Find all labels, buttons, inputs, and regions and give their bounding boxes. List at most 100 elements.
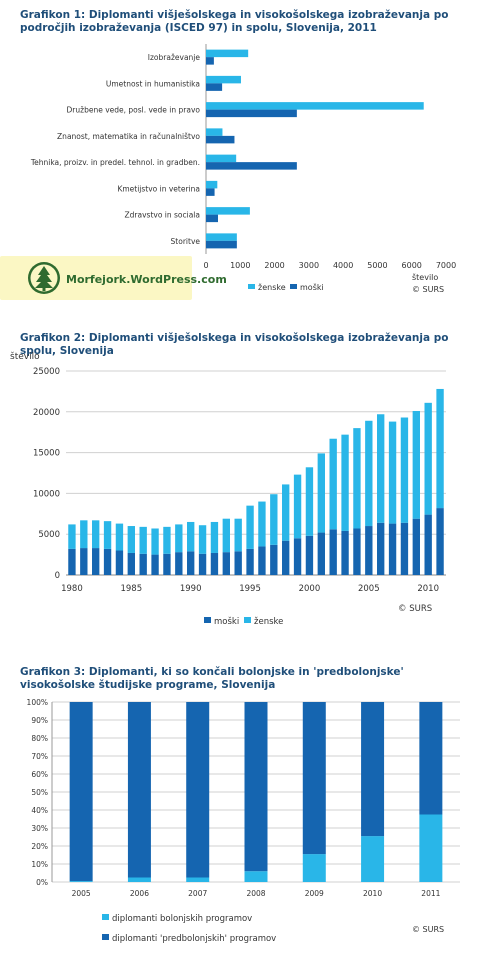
chart2-y-tick-label: 20000	[33, 408, 60, 418]
chart2-bar-moski	[115, 550, 124, 575]
chart2-y-tick-label: 0	[55, 571, 60, 581]
chart2-bar-zenske	[317, 453, 325, 533]
chart3-x-tick-label: 2009	[305, 889, 324, 898]
chart2-bar-moski	[424, 514, 432, 575]
chart2-bar-moski	[198, 553, 207, 575]
chart3-y-tick-label: 90%	[31, 716, 48, 725]
chart1-bar-moski	[206, 57, 214, 65]
chart1-bar-zenske	[206, 233, 237, 241]
chart2-bar-moski	[210, 552, 219, 575]
chart2-bar-moski	[305, 535, 314, 575]
chart1-bar-moski	[206, 135, 235, 144]
chart3-y-tick-label: 50%	[31, 788, 48, 797]
chart3-bar-bolonjski	[127, 877, 151, 882]
chart1-bar-moski	[206, 188, 215, 196]
chart3-bar-predbolonjski	[186, 702, 210, 878]
chart2-bar-moski	[222, 552, 230, 575]
chart2-bar-zenske	[365, 420, 373, 527]
chart2-bar-moski	[329, 529, 337, 575]
chart2-bar-zenske	[187, 521, 195, 552]
chart3-bar-predbolonjski	[127, 702, 151, 878]
chart2-bar-zenske	[436, 388, 444, 509]
chart3-x-tick-label: 2007	[188, 889, 207, 898]
chart2-bar-zenske	[163, 526, 171, 554]
chart2-bar-moski	[353, 528, 361, 575]
chart1-category-label: Zdravstvo in sociala	[125, 211, 200, 220]
chart2-bar-moski	[234, 551, 242, 575]
chart2-legend-swatch-moski	[204, 617, 211, 623]
chart1-bar-moski	[206, 240, 237, 249]
chart1-x-tick-label: 2000	[264, 261, 284, 270]
chart1-bar-moski	[206, 109, 297, 118]
chart2-bar-zenske	[282, 484, 290, 541]
chart1-x-tick-label: 5000	[367, 261, 387, 270]
chart2-legend-label-moski: moški	[214, 616, 239, 627]
chart2-bar-zenske	[388, 421, 397, 524]
chart3-legend-swatch-bolonjski	[102, 914, 109, 920]
chart3-y-tick-label: 100%	[27, 698, 48, 707]
chart1-bar-moski	[206, 83, 223, 91]
chart2-y-tick-label: 10000	[33, 489, 60, 499]
chart2-x-tick-label: 2010	[417, 584, 439, 594]
chart3-source: © SURS	[412, 925, 444, 934]
chart3-bar-predbolonjski	[302, 702, 326, 855]
chart2-bar-moski	[282, 540, 290, 575]
chart1-x-tick-label: 0	[203, 261, 208, 270]
chart1-category-label: Izobraževanje	[148, 53, 201, 62]
chart2-x-tick-label: 1995	[239, 584, 261, 594]
chart3-svg: 0% 10% 20% 30% 40% 50% 60% 70% 80% 90% 100% 2005 200…	[27, 698, 460, 944]
chart2-bar-zenske	[270, 494, 278, 545]
chart3-bar-predbolonjski	[69, 702, 93, 882]
chart3-x-tick-label: 2011	[421, 889, 440, 898]
chart1-title: Grafikon 1: Diplomanti višješolskega in …	[20, 9, 449, 34]
chart1-legend-swatch-zenske	[248, 284, 255, 289]
chart3-y-tick-label: 10%	[31, 860, 48, 869]
chart2-bar-zenske	[151, 528, 159, 555]
chart2-bar-zenske	[305, 467, 314, 536]
chart2-svg: število 0 5000 10000 15000 20000 25000 1980 1985…	[10, 351, 446, 627]
chart1-category-label: Umetnost in humanistika	[106, 79, 200, 88]
chart3-y-tick-label: 30%	[31, 824, 48, 833]
chart3-bar-bolonjski	[186, 877, 210, 882]
chart2-legend-swatch-zenske	[244, 617, 251, 623]
chart2-bar-moski	[270, 544, 278, 575]
chart2-bar-zenske	[175, 524, 183, 553]
chart1-x-tick-label: 1000	[230, 261, 250, 270]
chart2-bar-zenske	[222, 518, 230, 553]
chart3-y-tick-label: 20%	[31, 842, 48, 851]
chart1-bar-zenske	[206, 154, 237, 163]
chart2-bar-moski	[377, 522, 385, 575]
chart2-bar-zenske	[68, 524, 76, 549]
chart2-bar-zenske	[329, 438, 337, 530]
chart1-category-label: Znanost, matematika in računalništvo	[57, 132, 200, 141]
chart2-y-axis-label: število	[10, 351, 40, 362]
chart2-bar-zenske	[424, 402, 432, 515]
chart2-bar-zenske	[341, 434, 349, 531]
chart2-x-tick-label: 1990	[180, 584, 202, 594]
chart3-y-tick-label: 40%	[31, 806, 48, 815]
chart2-source: © SURS	[398, 604, 432, 614]
chart1-bar-zenske	[206, 207, 250, 215]
logo-text: Morfejork.WordPress.com	[66, 273, 227, 286]
chart2-bar-zenske	[412, 410, 420, 519]
chart2-bar-zenske	[377, 414, 385, 523]
chart3-bar-bolonjski	[244, 871, 268, 882]
chart1-bar-moski	[206, 214, 218, 223]
chart1-x-tick-label: 3000	[299, 261, 319, 270]
chart2-bar-moski	[388, 523, 397, 575]
chart2-x-tick-label: 1985	[120, 584, 142, 594]
chart2-bar-zenske	[80, 520, 88, 549]
chart2-bar-zenske	[92, 520, 100, 549]
chart2-bar-moski	[246, 548, 254, 575]
chart2-bar-moski	[68, 548, 76, 575]
chart2-legend-label-zenske: ženske	[254, 617, 283, 627]
chart3-x-tick-label: 2008	[246, 889, 265, 898]
chart2-bar-zenske	[139, 526, 147, 554]
chart2-bar-moski	[400, 522, 409, 575]
chart3-bar-bolonjski	[69, 881, 93, 882]
chart2-bar-moski	[103, 548, 112, 575]
chart1-category-label: Kmetijstvo in veterina	[117, 184, 200, 193]
chart2-bar-moski	[412, 518, 420, 575]
chart2-bar-moski	[139, 553, 147, 575]
chart3-y-tick-label: 0%	[36, 878, 48, 887]
